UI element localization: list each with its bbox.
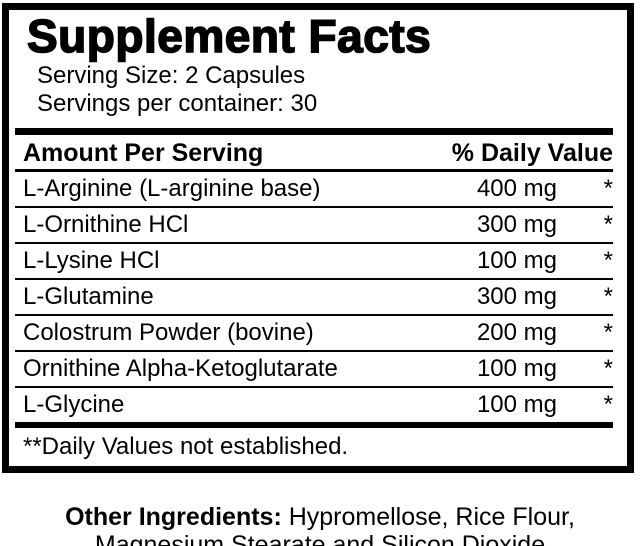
ingredient-table: L-Arginine (L-arginine base) 400 mg * L-… bbox=[15, 172, 613, 422]
ingredient-name: L-Glutamine bbox=[23, 283, 154, 310]
separator-thick-bottom bbox=[15, 422, 613, 428]
ingredient-name: L-Lysine HCl bbox=[23, 247, 160, 274]
ingredient-amount: 100 mg bbox=[476, 391, 557, 418]
ingredient-daily-value: * bbox=[603, 175, 613, 202]
panel-title: Supplement Facts bbox=[26, 10, 432, 62]
ingredient-name: L-Glycine bbox=[23, 391, 125, 418]
column-header-percent-daily-value: % Daily Value bbox=[451, 139, 613, 167]
table-row: L-Lysine HCl 100 mg * bbox=[15, 244, 613, 280]
servings-per-container-line: Servings per container: 30 bbox=[37, 90, 318, 117]
table-row: L-Arginine (L-arginine base) 400 mg * bbox=[15, 172, 613, 208]
table-header-row: Amount Per Serving % Daily Value bbox=[15, 135, 613, 172]
ingredient-name: L-Ornithine HCl bbox=[23, 211, 189, 238]
other-ingredients-line2: Magnesium Stearate and Silicon Dioxide bbox=[94, 531, 546, 546]
ingredient-amount: 300 mg bbox=[476, 211, 557, 238]
table-row: L-Glycine 100 mg * bbox=[15, 388, 613, 422]
other-ingredients-line1: Hypromellose, Rice Flour, bbox=[281, 503, 575, 531]
table-row: Colostrum Powder (bovine) 200 mg * bbox=[15, 316, 613, 352]
ingredient-daily-value: * bbox=[603, 319, 613, 346]
other-ingredients: Other Ingredients: Hypromellose, Rice Fl… bbox=[0, 503, 640, 546]
ingredient-daily-value: * bbox=[603, 391, 613, 418]
other-ingredients-label: Other Ingredients: bbox=[65, 503, 282, 531]
table-row: Ornithine Alpha-Ketoglutarate 100 mg * bbox=[15, 352, 613, 388]
ingredient-daily-value: * bbox=[603, 283, 613, 310]
supplement-facts-panel: Supplement Facts Serving Size: 2 Capsule… bbox=[2, 3, 634, 473]
serving-info: Serving Size: 2 Capsules Servings per co… bbox=[37, 62, 613, 118]
ingredient-name: Colostrum Powder (bovine) bbox=[23, 319, 314, 346]
table-row: L-Ornithine HCl 300 mg * bbox=[15, 208, 613, 244]
ingredient-name: L-Arginine (L-arginine base) bbox=[23, 175, 321, 202]
ingredient-amount: 200 mg bbox=[476, 319, 557, 346]
ingredient-amount: 100 mg bbox=[476, 247, 557, 274]
serving-size-line: Serving Size: 2 Capsules bbox=[37, 62, 306, 89]
ingredient-daily-value: * bbox=[603, 211, 613, 238]
ingredient-amount: 300 mg bbox=[476, 283, 557, 310]
table-row: L-Glutamine 300 mg * bbox=[15, 280, 613, 316]
ingredient-amount: 400 mg bbox=[476, 175, 557, 202]
daily-value-footnote: **Daily Values not established. bbox=[23, 433, 349, 460]
ingredient-name: Ornithine Alpha-Ketoglutarate bbox=[23, 355, 338, 382]
ingredient-amount: 100 mg bbox=[476, 355, 557, 382]
separator-thick-top bbox=[15, 128, 613, 135]
ingredient-daily-value: * bbox=[603, 247, 613, 274]
column-header-amount-per-serving: Amount Per Serving bbox=[23, 139, 264, 167]
ingredient-daily-value: * bbox=[603, 355, 613, 382]
